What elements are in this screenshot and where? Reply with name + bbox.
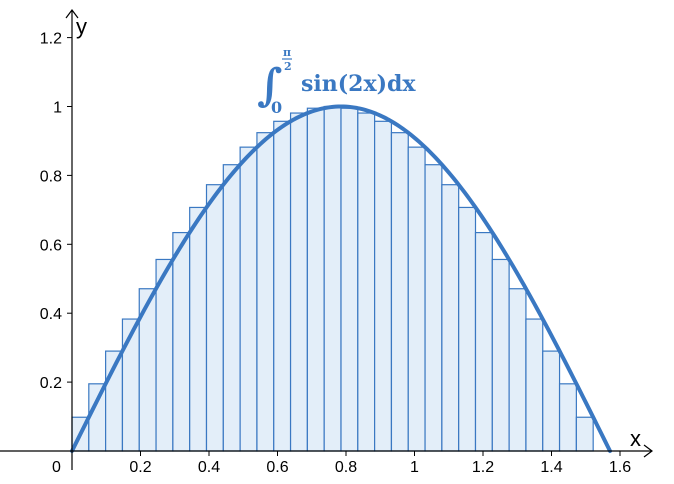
riemann-rect (542, 350, 561, 452)
riemann-rect (390, 132, 409, 452)
riemann-rect (407, 146, 426, 452)
y-tick-label: 0.4 (40, 306, 62, 323)
riemann-rect (491, 258, 510, 452)
x-axis-arrow (643, 444, 653, 458)
integral-sign: ∫ (257, 60, 282, 111)
riemann-rect (357, 112, 376, 452)
x-tick-label: 0.8 (335, 459, 357, 476)
origin-label: 0 (52, 459, 61, 476)
x-tick-label: 1 (410, 459, 419, 476)
riemann-rect (323, 105, 342, 452)
riemann-rect (340, 107, 359, 452)
riemann-rect (458, 206, 477, 452)
riemann-rect (575, 416, 594, 452)
upper-limit-denominator: 2 (284, 60, 292, 73)
x-tick-label: 1.6 (609, 459, 631, 476)
y-tick-label: 1.2 (40, 31, 62, 48)
riemann-rect (88, 383, 107, 452)
y-axis-label: y (76, 14, 87, 39)
riemann-rectangles (71, 105, 594, 452)
integrand: sin(2x)dx (301, 71, 416, 97)
riemann-rect (189, 206, 208, 452)
riemann-rect (424, 164, 443, 452)
x-tick-label: 0.2 (129, 459, 151, 476)
riemann-rect (239, 146, 258, 452)
lower-limit: 0 (271, 98, 282, 117)
riemann-rect (172, 231, 191, 452)
riemann-rect (525, 318, 544, 452)
x-axis-label: x (630, 426, 641, 451)
y-tick-label: 0.2 (40, 375, 62, 392)
riemann-rect (508, 288, 527, 452)
upper-limit-numerator: π (283, 46, 291, 59)
riemann-rect (289, 112, 308, 452)
riemann-rect (374, 120, 393, 452)
axes (0, 9, 653, 470)
riemann-rect (205, 184, 224, 452)
y-tick-label: 1 (53, 100, 62, 117)
y-tick-label: 0.6 (40, 237, 62, 254)
sine-curve (70, 104, 612, 453)
riemann-rect (306, 107, 325, 452)
riemann-rect (441, 184, 460, 452)
x-tick-label: 1.2 (472, 459, 494, 476)
riemann-rect (558, 383, 577, 452)
x-tick-label: 0.6 (266, 459, 288, 476)
riemann-rect (273, 120, 292, 452)
x-tick-label: 0.4 (198, 459, 220, 476)
riemann-rect (222, 164, 241, 452)
riemann-rect (474, 231, 493, 452)
y-tick-label: 0.8 (40, 168, 62, 185)
riemann-rect (256, 132, 275, 452)
y-axis-arrow (65, 9, 79, 19)
x-tick-label: 1.4 (540, 459, 562, 476)
axis-ticks: 0.2 0.4 0.6 0.8 1 1.2 1.4 1.6 0.2 0.4 0.6 0.8 1 1.2 (40, 31, 631, 476)
integral-annotation: ∫ π 2 0 sin(2x)dx (257, 46, 416, 117)
